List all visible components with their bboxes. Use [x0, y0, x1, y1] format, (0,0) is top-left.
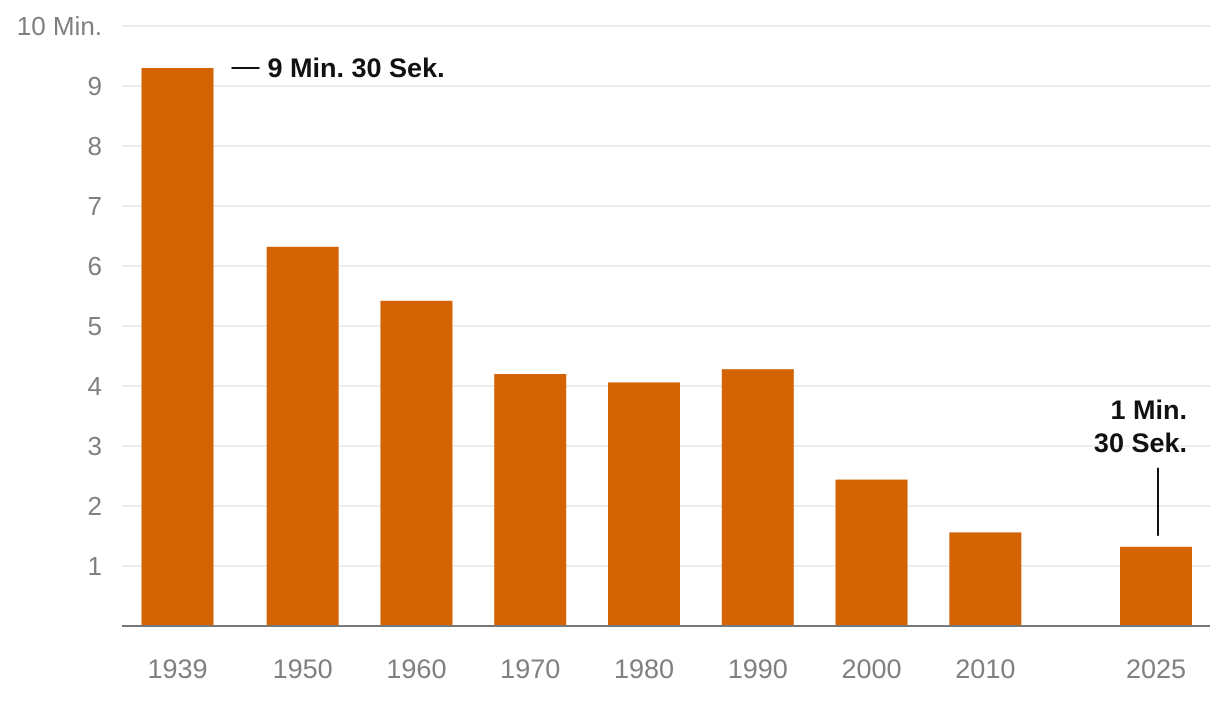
annotation-label-2025-line2: 30 Sek.: [1094, 428, 1187, 458]
y-tick-label: 4: [88, 371, 102, 401]
y-tick-label: 10 Min.: [17, 11, 102, 41]
annotation-2025: 1 Min. 30 Sek.: [1094, 395, 1187, 536]
annotation-1939: 9 Min. 30 Sek.: [231, 53, 445, 83]
y-tick-label: 9: [88, 71, 102, 101]
y-tick-label: 8: [88, 131, 102, 161]
x-tick-label: 2010: [955, 654, 1015, 684]
bar-1950: [266, 246, 339, 627]
x-tick-label: 1970: [500, 654, 560, 684]
y-tick-label: 1: [88, 551, 102, 581]
bar-1980: [607, 382, 680, 626]
bar-1960: [380, 300, 453, 626]
annotation-label-1939: 9 Min. 30 Sek.: [268, 53, 445, 83]
y-tick-label: 7: [88, 191, 102, 221]
y-tick-label: 6: [88, 251, 102, 281]
bar-2010: [949, 532, 1022, 626]
bar-1990: [721, 369, 794, 626]
y-axis-tick-labels: 1 2 3 4 5 6 7 8 9 10 Min.: [17, 11, 102, 581]
x-tick-label: 2025: [1126, 654, 1186, 684]
x-tick-label: 2000: [842, 654, 902, 684]
bars: [141, 68, 1192, 627]
x-tick-label: 1950: [273, 654, 333, 684]
bar-2025: [1120, 546, 1192, 626]
y-tick-label: 2: [88, 491, 102, 521]
y-tick-label: 5: [88, 311, 102, 341]
bar-1970: [494, 374, 567, 626]
bar-2000: [835, 479, 908, 626]
x-tick-label: 1990: [728, 654, 788, 684]
x-axis-tick-labels: 1939 1950 1960 1970 1980 1990 2000 2010 2025: [147, 654, 1186, 684]
y-tick-label: 3: [88, 431, 102, 461]
annotation-label-2025-line1: 1 Min.: [1110, 395, 1187, 425]
bar-1939: [141, 68, 214, 626]
x-tick-label: 1960: [386, 654, 446, 684]
x-tick-label: 1980: [614, 654, 674, 684]
x-tick-label: 1939: [147, 654, 207, 684]
